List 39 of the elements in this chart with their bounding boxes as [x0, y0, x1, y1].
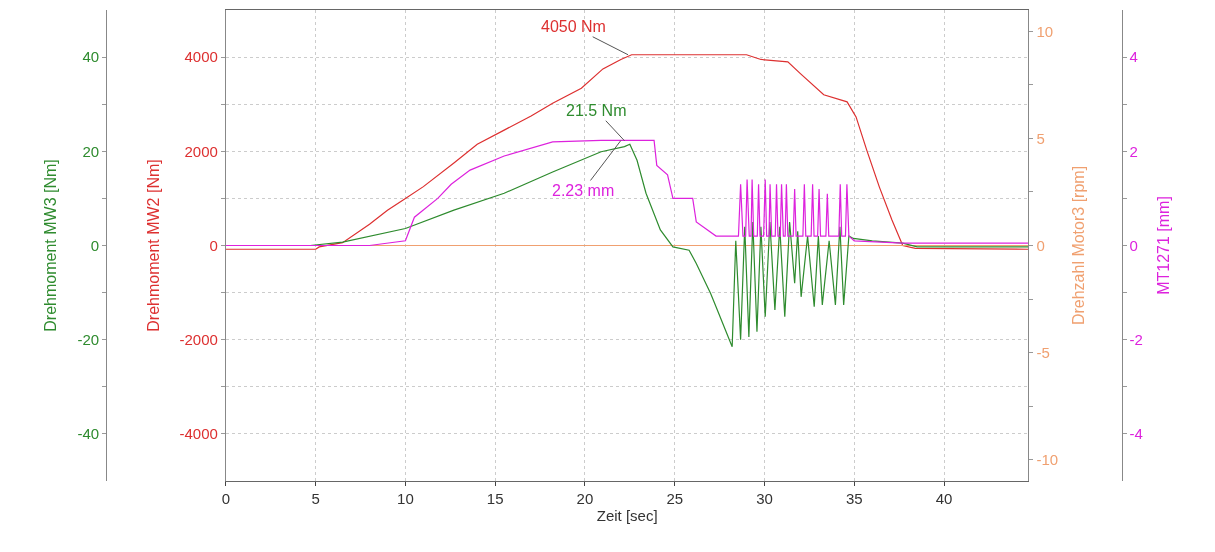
x-tick-label: 15 [486, 490, 504, 507]
y-tick-label: 0 [1129, 236, 1138, 254]
annotation: 21.5 Nm [566, 102, 627, 119]
y2-tick-label: -10 [1036, 450, 1059, 468]
y-axis-title: MT1271 [mm] [1154, 196, 1172, 295]
y-tick-label: -2000 [179, 330, 218, 348]
y2-tick-label: 0 [1036, 236, 1045, 254]
y-axis-title: Drehmoment MW2 [Nm] [145, 159, 163, 332]
y3-tick-label: 20 [82, 142, 100, 160]
y3-tick-label: 40 [82, 48, 100, 66]
annotation: 2.23 mm [552, 182, 615, 199]
y-tick-label: -4000 [179, 425, 218, 443]
y3-axis-title: Drehmoment MW3 [Nm] [42, 159, 60, 332]
y2-tick-label: 5 [1036, 129, 1045, 147]
annotation: 4050 Nm [541, 18, 606, 35]
x-tick-label: 0 [221, 490, 231, 507]
y-tick-label: 4 [1129, 48, 1138, 66]
x-tick-label: 40 [935, 490, 953, 507]
y3-tick-label: -20 [77, 330, 100, 348]
y2-tick-label: 10 [1036, 22, 1054, 40]
y3-tick-label: 0 [90, 236, 100, 254]
y-tick-label: 2000 [184, 142, 218, 160]
y-tick-label: 0 [209, 236, 218, 254]
line-series [225, 54, 1029, 250]
x-tick-label: 25 [666, 490, 684, 507]
line-series [225, 139, 1029, 247]
y-tick-label: -2 [1129, 330, 1143, 348]
y3-tick-label: -40 [77, 425, 100, 443]
x-tick-label: 20 [576, 490, 594, 507]
x-tick-label: 10 [397, 490, 414, 507]
y-tick-label: 4000 [184, 48, 218, 66]
y2-axis-title: Drehzahl Motor3 [rpm] [1069, 165, 1087, 326]
x-tick-label: 5 [311, 490, 320, 507]
y-tick-label: -4 [1129, 425, 1143, 443]
x-tick-label: 35 [845, 490, 863, 507]
y-tick-label: 2 [1129, 142, 1138, 160]
x-axis-title: Zeit [sec] [596, 507, 658, 524]
x-tick-label: 30 [756, 490, 773, 507]
y2-tick-label: -5 [1036, 343, 1050, 361]
